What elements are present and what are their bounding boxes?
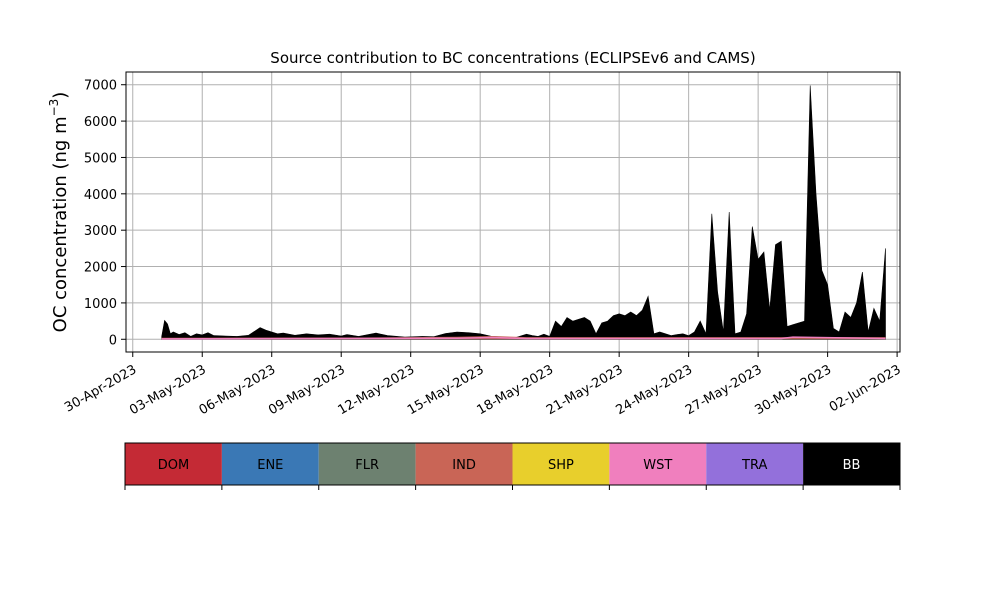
legend-label-ene: ENE [257, 458, 283, 473]
legend-label-tra: TRA [741, 458, 767, 473]
x-tick-label: 09-May-2023 [266, 362, 348, 418]
y-tick-label: 4000 [84, 188, 117, 203]
y-axis-label-exponent: −3 [47, 99, 61, 117]
legend-label-dom: DOM [158, 458, 189, 473]
x-tick-label: 18-May-2023 [475, 362, 557, 418]
x-tick-label: 27-May-2023 [683, 362, 765, 418]
x-tick-label: 30-May-2023 [752, 362, 834, 418]
chart-title: Source contribution to BC concentrations… [270, 49, 755, 67]
legend-label-flr: FLR [355, 458, 379, 473]
legend-swatch-bb [803, 443, 900, 485]
x-tick-label: 02-Jun-2023 [827, 362, 904, 415]
wst-line [161, 336, 886, 340]
legend-swatch-dom [125, 443, 222, 485]
plot-frame [125, 71, 901, 353]
y-axis-label-end: ) [50, 92, 71, 99]
y-axis-label: OC concentration (ng m−3) [47, 92, 71, 333]
series-layer [161, 85, 886, 340]
bb-area [161, 85, 886, 340]
y-tick-label: 3000 [84, 224, 117, 239]
legend: DOM ENE FLR IND SHP WST TRA BB [124, 442, 901, 490]
y-axis-label-main: OC concentration (ng m [50, 116, 71, 332]
gridlines [126, 72, 900, 352]
y-tick-label: 0 [109, 333, 117, 348]
x-tick-label: 21-May-2023 [544, 362, 626, 418]
legend-swatch-shp [512, 443, 610, 485]
legend-swatch-ind [415, 443, 513, 485]
legend-label-bb: BB [843, 458, 861, 473]
x-tick-label: 06-May-2023 [197, 362, 279, 418]
x-tick-label: 03-May-2023 [127, 362, 209, 418]
y-tick-label: 7000 [84, 79, 117, 94]
y-tick-label: 6000 [84, 115, 117, 130]
legend-label-wst: WST [643, 458, 672, 473]
legend-swatch-ene [221, 443, 319, 485]
x-tick-label: 24-May-2023 [614, 362, 696, 418]
x-tick-label: 12-May-2023 [336, 362, 418, 418]
legend-swatch-flr [318, 443, 416, 485]
legend-swatch-tra [706, 443, 804, 485]
x-tick-label: 15-May-2023 [405, 362, 487, 418]
y-tick-label: 1000 [84, 297, 117, 312]
legend-swatch-wst [609, 443, 707, 485]
legend-label-shp: SHP [548, 458, 574, 473]
y-tick-label: 2000 [84, 261, 117, 276]
legend-label-ind: IND [452, 458, 476, 473]
y-tick-label: 5000 [84, 151, 117, 166]
